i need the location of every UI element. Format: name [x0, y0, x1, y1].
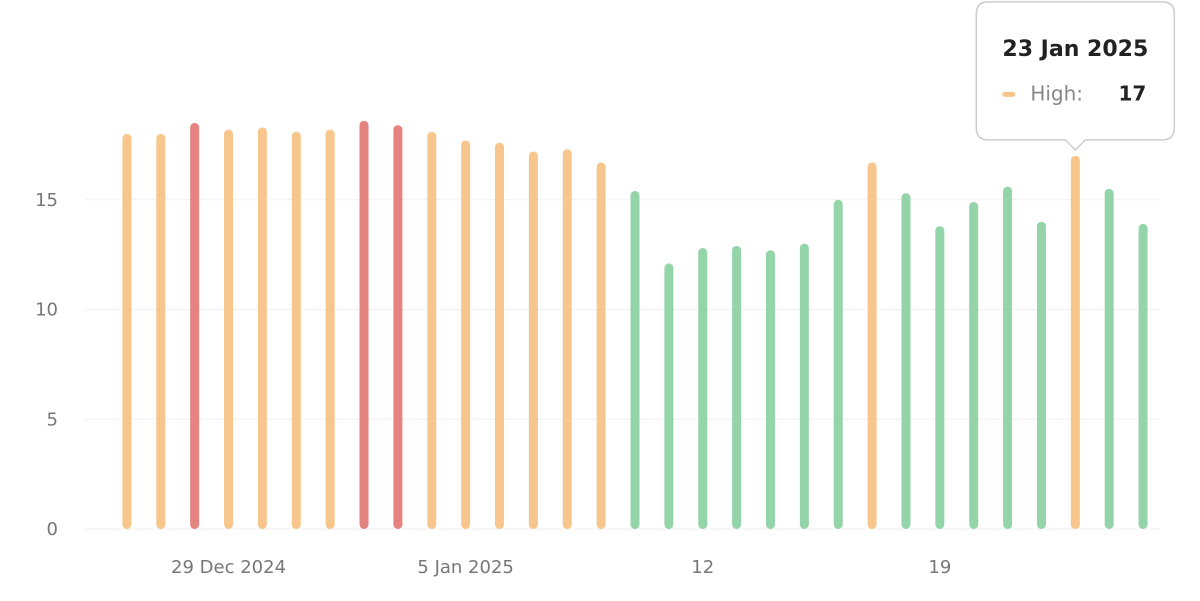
- bar: [495, 142, 505, 529]
- bar: [969, 201, 979, 529]
- bar: [664, 263, 674, 529]
- tooltip-value: 17: [1118, 81, 1146, 105]
- y-tick-label: 10: [35, 300, 58, 321]
- bar: [224, 129, 234, 529]
- x-tick-label: 29 Dec 2024: [171, 557, 286, 578]
- bar: [427, 131, 437, 529]
- y-tick-label: 5: [47, 409, 58, 430]
- bar: [325, 129, 335, 529]
- bar: [732, 245, 742, 529]
- bar: [461, 140, 471, 530]
- bar: [122, 133, 132, 529]
- bar: [1036, 221, 1046, 529]
- bar: [630, 190, 640, 529]
- bar: [765, 250, 775, 530]
- bar: [799, 243, 809, 529]
- bar: [698, 248, 708, 530]
- bar: [257, 127, 267, 529]
- bar: [935, 226, 945, 529]
- bar: [393, 125, 403, 530]
- bar: [156, 133, 166, 529]
- y-tick-label: 15: [35, 190, 58, 211]
- bar: [190, 122, 200, 530]
- x-tick-label: 12: [691, 557, 714, 578]
- x-tick-label: 19: [928, 557, 951, 578]
- bar: [833, 199, 843, 529]
- bar: [867, 162, 877, 529]
- tooltip-title: 23 Jan 2025: [1002, 37, 1148, 62]
- tooltip: 23 Jan 2025 High: 17: [975, 1, 1176, 151]
- bar: [1070, 155, 1080, 529]
- bar: [1138, 223, 1148, 529]
- bar: [291, 131, 301, 529]
- bar: [1003, 186, 1013, 529]
- bar: [596, 162, 606, 529]
- y-tick-label: 0: [47, 519, 58, 540]
- bar: [901, 193, 911, 530]
- tooltip-box: [975, 1, 1176, 151]
- bar: [359, 120, 369, 529]
- tooltip-label: High:: [1030, 81, 1083, 105]
- tooltip-marker: [1002, 91, 1016, 97]
- bar: [528, 151, 538, 529]
- bar: [1104, 188, 1114, 529]
- x-tick-label: 5 Jan 2025: [417, 557, 513, 578]
- bar: [562, 149, 572, 529]
